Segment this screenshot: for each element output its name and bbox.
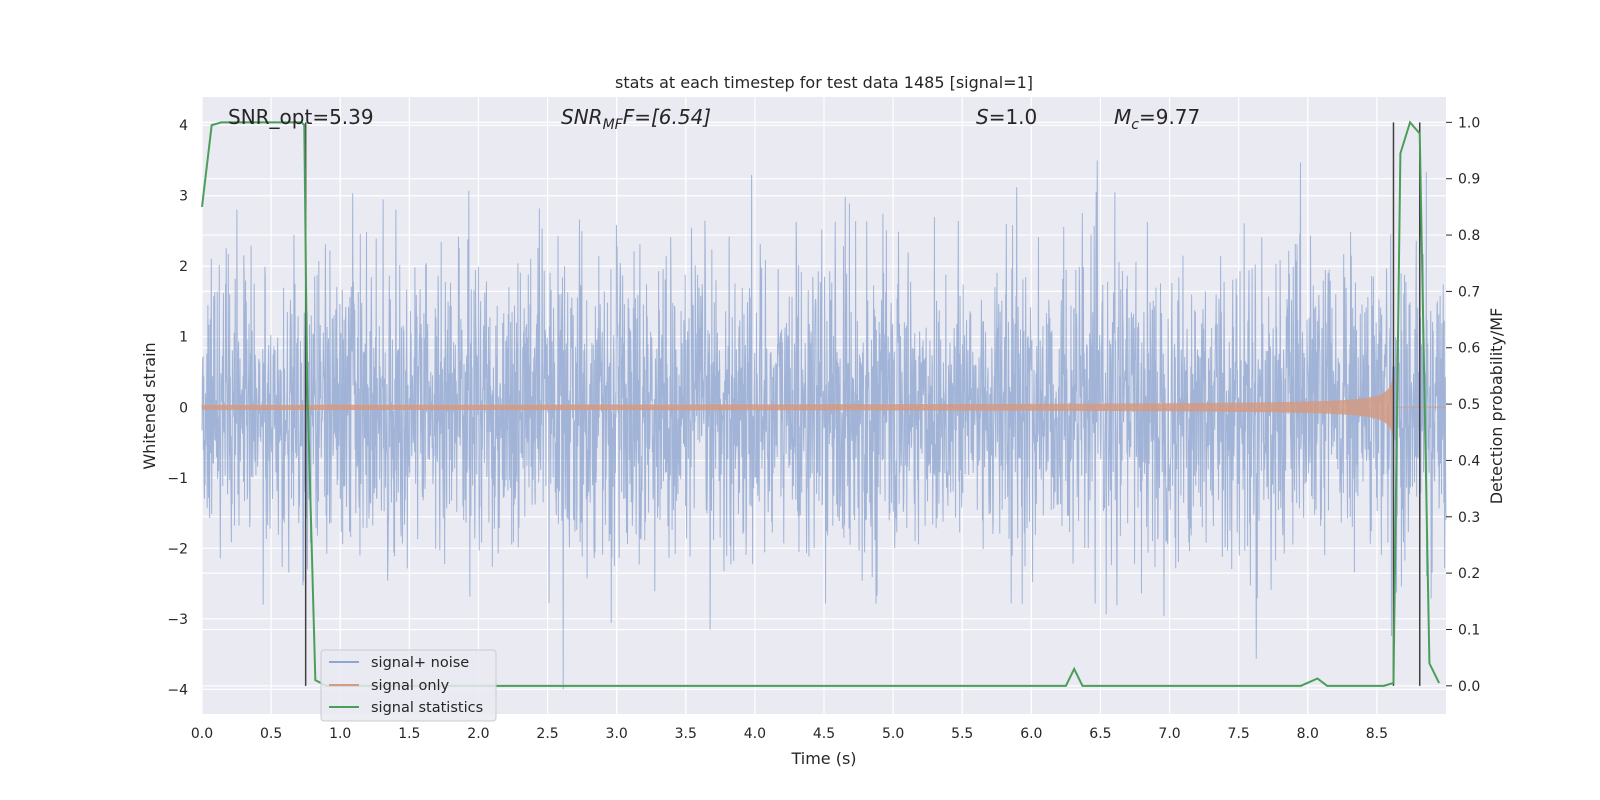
y2-tick-label: 0.7 <box>1458 284 1480 300</box>
y2-tick-label: 0.5 <box>1458 397 1480 413</box>
x-tick-label: 6.0 <box>1020 726 1042 742</box>
y2-axis-title: Detection probability/MF <box>1487 308 1506 505</box>
snr-mf-sub: MF <box>603 117 624 133</box>
y2-tick-labels: 1.0 0.9 0.8 0.7 0.6 0.5 0.4 0.3 0.2 0.1 0.0 <box>1458 115 1480 694</box>
x-tick-label: 8.5 <box>1366 726 1388 742</box>
x-tick-label: 1.5 <box>398 726 420 742</box>
x-tick-label: 2.5 <box>536 726 558 742</box>
annotation-mc: Mc=9.77 <box>1114 105 1200 133</box>
y2-tick-label: 0.9 <box>1458 172 1480 188</box>
signal-statistics-line <box>201 120 1440 687</box>
x-tick-label: 7.5 <box>1228 726 1250 742</box>
y-tick-label: −3 <box>167 612 188 628</box>
annotation-snr-mf: SNRMFF=[6.54] <box>561 105 711 133</box>
x-tick-label: 7.0 <box>1158 726 1180 742</box>
y-tick-label: −2 <box>167 541 188 557</box>
plot-area <box>201 97 1447 714</box>
x-tick-label: 0.5 <box>260 726 282 742</box>
legend-box <box>320 649 497 722</box>
x-tick-labels: 0.0 0.5 1.0 1.5 2.0 2.5 3.0 3.5 4.0 4.5 5.0 5.5 6.0 6… <box>191 726 1388 742</box>
y-tick-label: 4 <box>179 118 188 134</box>
y-axis-title: Whitened strain <box>140 342 159 469</box>
y-tick-label: 3 <box>179 189 188 205</box>
y2-tick-marks <box>1446 121 1452 687</box>
x-tick-label: 3.5 <box>675 726 697 742</box>
x-tick-label: 4.0 <box>744 726 766 742</box>
x-tick-label: 2.0 <box>467 726 489 742</box>
annotations: SNR_opt=5.39 SNRMFF=[6.54] S=1.0 Mc=9.77 <box>228 105 1200 133</box>
x-tick-label: 8.0 <box>1297 726 1319 742</box>
legend-label-signal-only: signal only <box>371 678 450 694</box>
legend-label-signal-statistics: signal statistics <box>371 700 483 716</box>
snr-mf-main: SNR <box>561 105 603 129</box>
y-tick-label: −1 <box>167 471 188 487</box>
x-tick-label: 5.5 <box>951 726 973 742</box>
y2-tick-label: 0.4 <box>1458 453 1480 469</box>
signal-statistics-series <box>201 120 1440 687</box>
y2-tick-label: 0.0 <box>1458 679 1480 695</box>
x-tick-label: 6.5 <box>1089 726 1111 742</box>
y-tick-label: 0 <box>179 400 188 416</box>
x-tick-label: 1.0 <box>329 726 351 742</box>
annotation-s: S=1.0 <box>976 105 1037 129</box>
y2-tick-label: 1.0 <box>1458 115 1480 131</box>
snr-mf-rest: F=[6.54] <box>623 105 711 129</box>
y-tick-label: 2 <box>179 259 188 275</box>
y2-tick-label: 0.2 <box>1458 566 1480 582</box>
x-tick-label: 5.0 <box>882 726 904 742</box>
signal-only-line <box>201 378 1446 439</box>
annotation-snr-opt: SNR_opt=5.39 <box>228 105 374 129</box>
legend: signal+ noise signal only signal statist… <box>320 649 497 722</box>
mc-sub: c <box>1131 117 1139 133</box>
y-tick-label: 1 <box>179 330 188 346</box>
y-tick-labels: 4 3 2 1 0 −1 −2 −3 −4 <box>167 118 188 698</box>
y-tick-label: −4 <box>167 682 188 698</box>
x-tick-label: 4.5 <box>813 726 835 742</box>
s-label: S <box>976 105 989 129</box>
x-tick-label: 3.0 <box>606 726 628 742</box>
y2-tick-label: 0.3 <box>1458 510 1480 526</box>
s-value: =1.0 <box>989 105 1038 129</box>
signal-only-series <box>201 378 1446 439</box>
x-tick-label: 0.0 <box>191 726 213 742</box>
x-axis-title: Time (s) <box>790 749 856 768</box>
mc-value: =9.77 <box>1139 105 1200 129</box>
legend-label-signal-noise: signal+ noise <box>371 655 469 671</box>
y2-tick-label: 0.1 <box>1458 622 1480 638</box>
mc-main: M <box>1114 105 1131 129</box>
chart-title: stats at each timestep for test data 148… <box>615 73 1033 92</box>
y2-tick-label: 0.6 <box>1458 341 1480 357</box>
y2-tick-label: 0.8 <box>1458 228 1480 244</box>
